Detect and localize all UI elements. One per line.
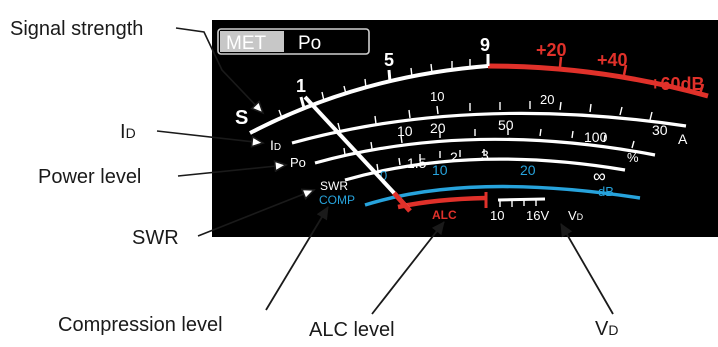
vd-tick-16v: 16V xyxy=(526,208,549,223)
compression-level-label: Compression level xyxy=(58,314,223,336)
vd-scale-ticks xyxy=(499,199,537,207)
signal-strength-arrow xyxy=(175,27,263,113)
met-button-label: MET xyxy=(226,33,267,54)
id-unit: A xyxy=(678,131,688,147)
signal-strength-label: Signal strength xyxy=(10,18,143,40)
vd-tick-10: 10 xyxy=(490,208,504,223)
id-scale-label: ID xyxy=(270,137,281,153)
s-tick-1: 1 xyxy=(296,76,306,96)
vd-scale-label: VD xyxy=(568,208,584,223)
callout-arrows-solid xyxy=(265,206,614,315)
po-tick-50: 50 xyxy=(498,117,514,133)
alc-scale-label: ALC xyxy=(432,208,457,222)
s-db-tick-20: +20 xyxy=(536,40,567,60)
callout-arrows xyxy=(156,27,314,237)
swr-tick-1-5: 1.5 xyxy=(407,155,427,171)
id-tick-10: 10 xyxy=(430,89,444,104)
power-level-label: Power level xyxy=(38,166,141,188)
comp-tick-20: 20 xyxy=(520,162,536,178)
swr-scale-label: SWR xyxy=(320,179,348,193)
comp-scale-arc xyxy=(364,184,641,207)
id-label: ID xyxy=(120,121,136,143)
swr-arrow xyxy=(197,190,314,237)
po-tick-20: 20 xyxy=(430,120,446,136)
po-scale-ticks xyxy=(343,128,635,156)
po-tick-10: 10 xyxy=(397,123,413,139)
id-scale-ticks xyxy=(337,101,653,132)
s-scale-db-ticks xyxy=(558,56,705,95)
po-unit: % xyxy=(627,150,639,165)
id-scale-arc xyxy=(291,111,687,145)
comp-tick-10: 10 xyxy=(432,162,448,178)
s-scale-minor-ticks xyxy=(278,59,471,119)
met-button[interactable] xyxy=(220,31,284,52)
power-level-arrow xyxy=(177,165,286,177)
s-scale-arc xyxy=(249,64,489,135)
meter-needle xyxy=(303,95,412,213)
vd-label: VD xyxy=(595,318,618,340)
alc-level-arrow xyxy=(371,221,445,315)
s-scale-major-ticks xyxy=(299,54,490,109)
comp-tick-0: 0 xyxy=(380,168,387,183)
po-tick-100: 100 xyxy=(584,129,608,145)
id-tick-30-label: 30 xyxy=(652,122,668,138)
swr-scale-ticks xyxy=(376,149,485,172)
comp-scale-label: COMP xyxy=(319,193,355,207)
swr-tick-infinity: ∞ xyxy=(593,166,606,186)
swr-tick-3: 3 xyxy=(481,147,489,163)
s-scale-db-arc xyxy=(487,63,709,99)
id-tick-20: 20 xyxy=(540,92,554,107)
s-db-tick-60db: +60dB xyxy=(650,74,705,94)
s-tick-5: 5 xyxy=(384,50,394,70)
po-button-label: Po xyxy=(298,33,321,54)
alc-level-label: ALC level xyxy=(309,319,395,341)
swr-tick-2: 2 xyxy=(450,149,458,165)
s-scale-label: S xyxy=(235,107,248,129)
vd-scale-arc xyxy=(497,197,546,202)
swr-scale-arc xyxy=(344,157,626,182)
meter-select-button[interactable]: MET Po xyxy=(217,28,370,55)
s-tick-9: 9 xyxy=(480,35,490,55)
id-arrow xyxy=(156,130,263,143)
vd-arrow xyxy=(560,223,614,315)
po-scale-label: Po xyxy=(290,155,306,170)
compression-level-arrow xyxy=(265,206,329,311)
s-db-tick-40: +40 xyxy=(597,50,628,70)
comp-unit: dB xyxy=(598,184,614,199)
swr-label: SWR xyxy=(132,227,179,249)
